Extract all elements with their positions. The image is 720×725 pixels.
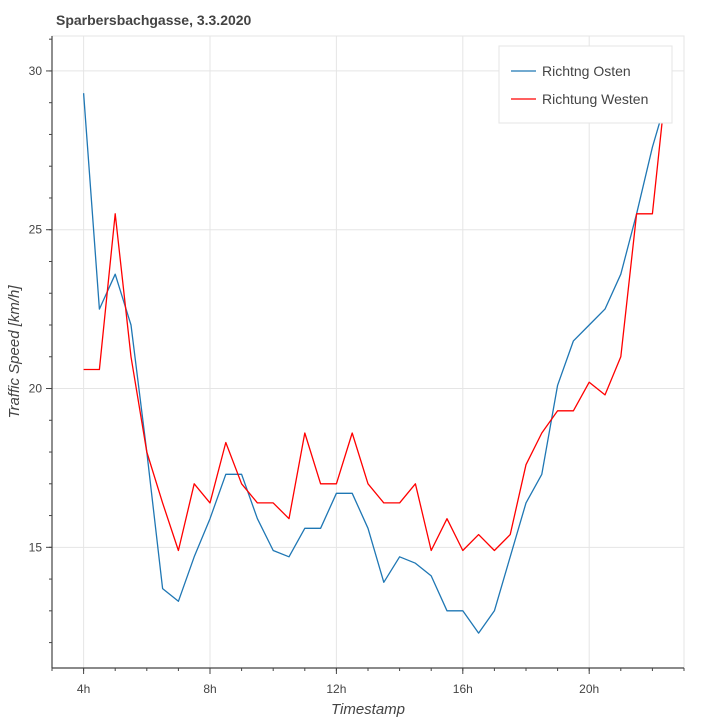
x-tick-label: 12h	[326, 682, 346, 696]
series-line-1	[82, 93, 669, 634]
series-line-2	[83, 64, 669, 552]
chart-title: Sparbersbachgasse, 3.3.2020	[56, 12, 252, 28]
x-tick-label: 16h	[453, 682, 473, 696]
legend-box	[498, 45, 673, 124]
x-axis-label: Timestamp	[331, 701, 405, 718]
y-tick-label: 25	[29, 223, 43, 237]
legend: Richtng Osten Richtung Westen	[498, 45, 673, 124]
y-tick-label: 20	[29, 382, 43, 396]
legend-label-1: Richtng Osten	[542, 63, 631, 79]
y-axis-label: Traffic Speed [km/h]	[6, 285, 23, 419]
axes	[46, 36, 685, 674]
tick-labels: 4h 8h 12h 16h 20h 15 20 25 30	[29, 64, 600, 696]
x-tick-label: 4h	[77, 682, 90, 696]
x-tick-label: 8h	[203, 682, 216, 696]
legend-label-2: Richtung Westen	[542, 91, 648, 107]
x-tick-label: 20h	[579, 682, 599, 696]
series-lines	[82, 64, 669, 634]
y-tick-label: 30	[29, 64, 43, 78]
grid	[51, 35, 685, 669]
y-tick-label: 15	[29, 540, 43, 554]
